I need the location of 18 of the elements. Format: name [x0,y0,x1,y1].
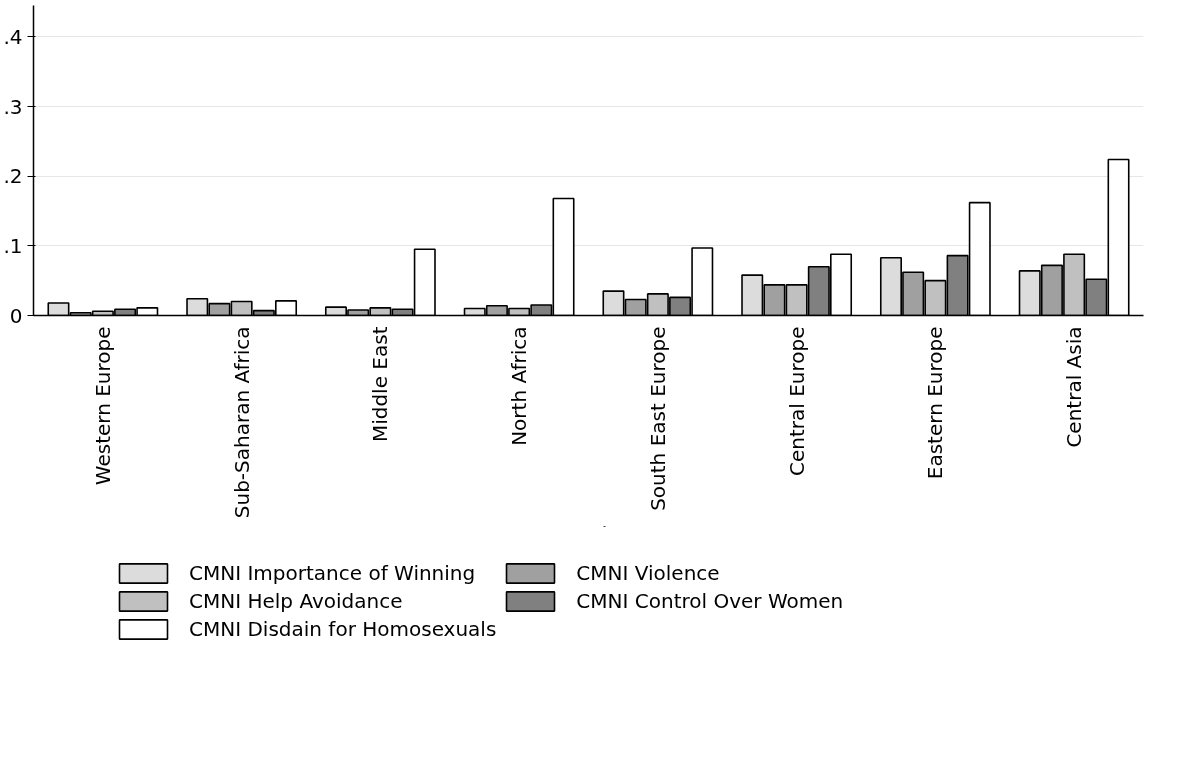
x-tick-label: Eastern Europe [923,326,948,480]
x-tick-label: Western Europe [90,326,115,486]
legend-label: CMNI Help Avoidance [189,589,403,613]
x-tick-label: Central Asia [1062,326,1087,448]
x-tick-label: Central Europe [784,326,809,477]
x-tick-label: South East Europe [645,326,670,511]
x-tick-label: Middle East [368,326,393,443]
x-tick-label: Sub-Saharan Africa [229,326,254,519]
y-tick-label: 0 [9,303,23,328]
y-tick-label: .1 [3,233,23,258]
legend-label: CMNI Control Over Women [576,589,844,613]
y-tick-label: .3 [3,94,23,119]
legend-label: CMNI Disdain for Homosexuals [189,617,497,641]
y-tick-label: .4 [3,24,23,49]
x-tick-label: North Africa [507,326,532,446]
legend-label: CMNI Violence [576,561,720,585]
legend-label: CMNI Importance of Winning [189,561,476,585]
y-tick-label: .2 [3,164,23,189]
